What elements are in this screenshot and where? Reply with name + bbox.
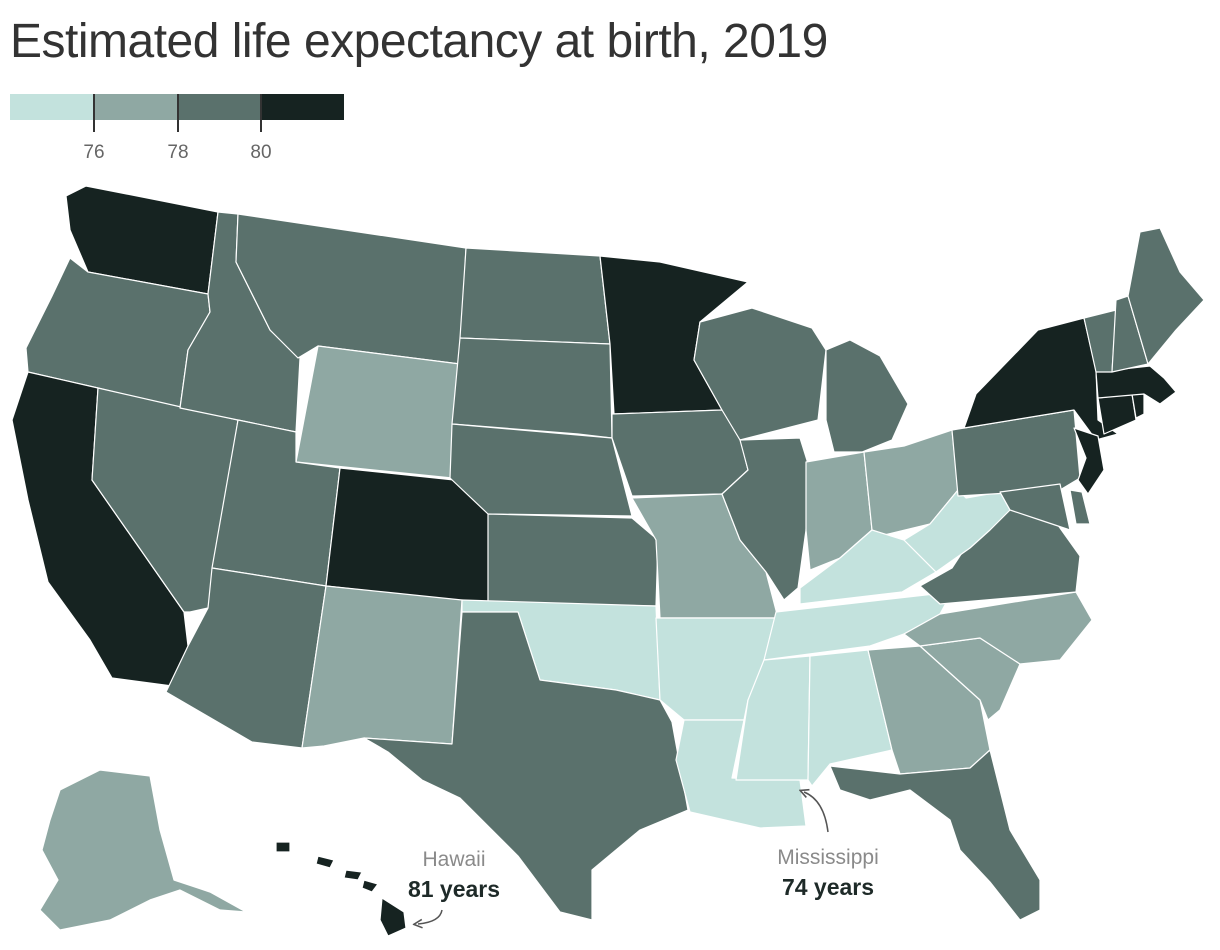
state-nd[interactable] bbox=[459, 247, 611, 345]
state-nj[interactable] bbox=[1073, 427, 1105, 495]
mississippi-arrow bbox=[804, 792, 829, 833]
legend-swatch-1 bbox=[10, 94, 94, 120]
chart-title: Estimated life expectancy at birth, 2019 bbox=[10, 15, 828, 68]
legend-swatch-4 bbox=[260, 94, 344, 120]
state-ne[interactable] bbox=[449, 423, 633, 517]
state-mi[interactable] bbox=[825, 339, 909, 453]
legend-tick-2 bbox=[177, 94, 179, 132]
legend-swatches bbox=[10, 94, 344, 120]
state-sd[interactable] bbox=[451, 337, 613, 439]
state-tx[interactable] bbox=[363, 611, 689, 921]
annotations: Hawaii 81 years Mississippi 74 years bbox=[408, 792, 879, 924]
hawaii-annotation-value: 81 years bbox=[408, 876, 500, 902]
hawaii-annotation-name: Hawaii bbox=[422, 848, 485, 871]
legend-tick-1 bbox=[93, 94, 95, 132]
state-ks[interactable] bbox=[487, 513, 659, 607]
state-ma[interactable] bbox=[1095, 365, 1177, 405]
legend-tick-label-76: 76 bbox=[83, 142, 105, 163]
state-ms[interactable] bbox=[735, 655, 811, 781]
state-ct[interactable] bbox=[1097, 393, 1137, 435]
mississippi-annotation-value: 74 years bbox=[782, 874, 874, 900]
state-nm[interactable] bbox=[301, 585, 463, 749]
legend-swatch-3 bbox=[177, 94, 261, 120]
legend-swatch-2 bbox=[93, 94, 177, 120]
state-ia[interactable] bbox=[611, 409, 749, 497]
state-va[interactable] bbox=[919, 499, 1081, 605]
state-hi[interactable] bbox=[275, 841, 407, 937]
color-legend: 76 78 80 bbox=[10, 94, 344, 168]
state-me[interactable] bbox=[1127, 227, 1205, 365]
legend-tick-label-78: 78 bbox=[167, 142, 189, 163]
state-fl[interactable] bbox=[829, 749, 1041, 921]
state-de[interactable] bbox=[1069, 489, 1091, 525]
state-ak[interactable] bbox=[39, 769, 247, 931]
state-nc[interactable] bbox=[903, 591, 1093, 665]
state-il[interactable] bbox=[721, 437, 811, 601]
hawaii-arrow bbox=[418, 909, 443, 924]
legend-tick-label-80: 80 bbox=[250, 142, 272, 163]
legend-tick-3 bbox=[260, 94, 262, 132]
state-la[interactable] bbox=[675, 719, 807, 829]
mississippi-annotation-name: Mississippi bbox=[777, 846, 879, 869]
state-md[interactable] bbox=[999, 483, 1071, 531]
state-wi[interactable] bbox=[693, 307, 827, 441]
state-wy[interactable] bbox=[295, 345, 461, 479]
